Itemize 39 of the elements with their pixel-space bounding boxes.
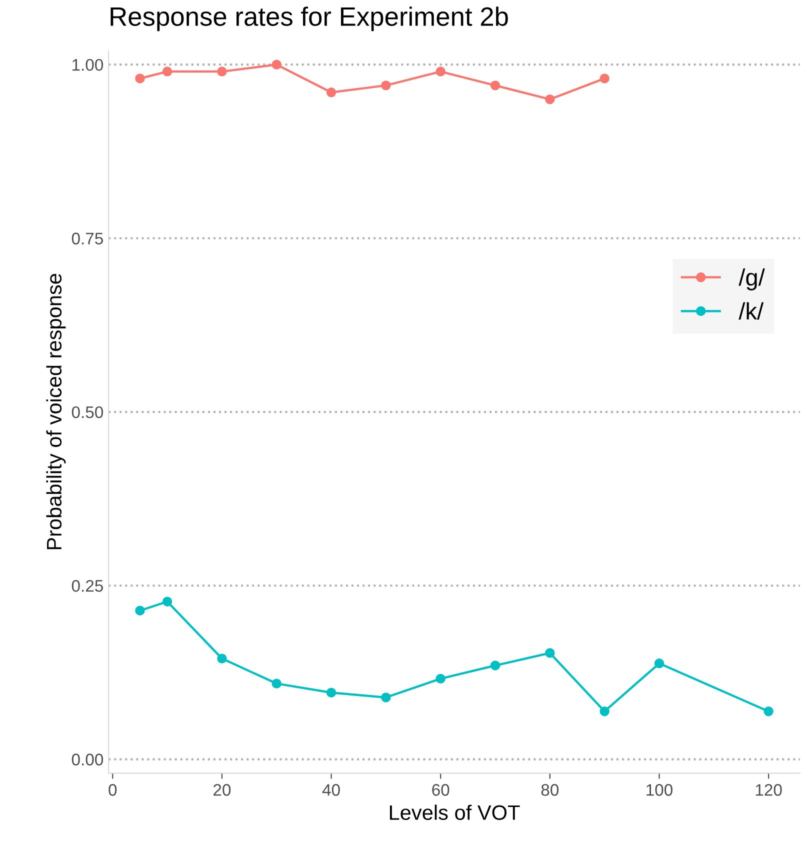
- point: [490, 80, 500, 90]
- point: [545, 94, 555, 104]
- point: [600, 74, 610, 84]
- x-tick-label: 0: [108, 784, 117, 796]
- point: [545, 648, 555, 658]
- point: [135, 606, 145, 616]
- x-tick-label: 80: [541, 784, 559, 796]
- point: [217, 654, 227, 664]
- point: [272, 60, 282, 70]
- point: [326, 688, 336, 698]
- x-tick-label: 20: [214, 784, 231, 796]
- y-axis-title: Probability of voiced response: [46, 274, 66, 550]
- point: [272, 678, 282, 688]
- point: [162, 66, 172, 76]
- legend-label: /k/: [738, 302, 764, 320]
- y-tick-label: 0.75: [72, 232, 103, 244]
- point: [162, 596, 172, 606]
- y-tick-label: 1.00: [72, 58, 104, 71]
- point: [600, 706, 610, 716]
- point: [490, 660, 500, 670]
- y-tick-label: 0.50: [72, 406, 104, 418]
- chart-title: Response rates for Experiment 2b: [110, 6, 508, 32]
- x-tick-label: 100: [646, 784, 672, 796]
- point: [381, 80, 391, 90]
- x-axis-title: Levels of VOT: [390, 804, 520, 820]
- y-tick-label: 0.00: [72, 754, 104, 766]
- point: [764, 706, 774, 716]
- point: [381, 692, 391, 702]
- x-tick-label: 40: [322, 784, 340, 796]
- point: [436, 674, 446, 684]
- point: [436, 66, 446, 76]
- legend-label: /g/: [738, 268, 765, 290]
- point: [135, 74, 145, 84]
- point: [217, 66, 227, 76]
- point: [326, 88, 336, 98]
- x-tick-label: 60: [432, 784, 450, 796]
- y-tick-label: 0.25: [72, 580, 103, 592]
- x-tick-label: 120: [756, 784, 782, 796]
- point: [654, 658, 664, 668]
